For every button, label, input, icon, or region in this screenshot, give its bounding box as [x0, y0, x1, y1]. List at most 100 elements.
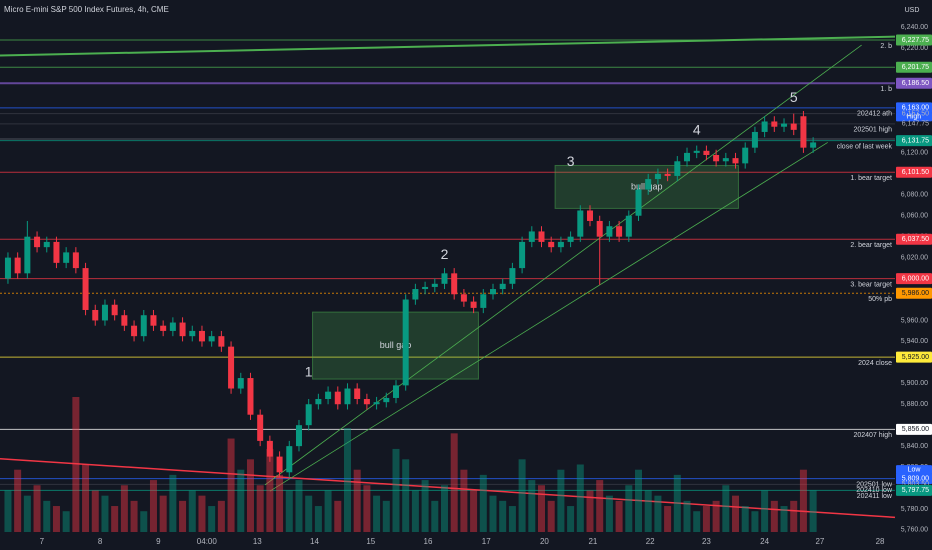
candle-body: [693, 150, 700, 153]
volume-bar: [179, 500, 187, 532]
wave-label: 2: [441, 246, 449, 262]
volume-bar: [722, 485, 730, 532]
price-badge-label: 5,803.50: [902, 481, 929, 488]
level-text: 3. bear target: [850, 281, 892, 288]
candle-body: [121, 315, 128, 326]
price-badge: [896, 166, 932, 178]
volume-bar: [673, 474, 681, 532]
level-text: 50% pb: [868, 296, 892, 303]
candle-body: [315, 399, 322, 405]
volume-bar: [489, 495, 497, 532]
candle-body: [4, 257, 11, 279]
volume-bar: [373, 495, 381, 532]
y-tick-label: 6,220.00: [901, 45, 928, 52]
candle-body: [431, 283, 438, 287]
candle-body: [751, 131, 758, 148]
volume-bar: [120, 485, 128, 532]
volume-bar: [702, 506, 710, 532]
level-text: 202407 high: [853, 432, 892, 439]
x-tick-label: 14: [310, 537, 319, 546]
x-tick-label: 15: [366, 537, 375, 546]
volume-bar: [528, 480, 536, 532]
volume-bar: [343, 428, 351, 532]
candle-body: [499, 283, 506, 290]
volume-bar: [567, 506, 575, 532]
volume-bar: [4, 490, 12, 532]
volume-bar: [91, 490, 99, 532]
volume-bar: [751, 511, 759, 532]
candle-body: [587, 210, 594, 221]
candle-body: [14, 257, 21, 274]
candle-body: [237, 378, 244, 389]
candle-body: [63, 252, 70, 263]
volume-bar: [33, 485, 41, 532]
y-tick-label: 5,760.00: [901, 527, 928, 534]
price-badge: [896, 287, 932, 299]
volume-bar: [52, 506, 60, 532]
volume-bar: [547, 500, 555, 532]
x-tick-label: 28: [876, 537, 885, 546]
y-tick-label: 5,880.00: [901, 401, 928, 408]
wave-label: 1: [305, 364, 313, 380]
price-badge: [896, 77, 932, 89]
volume-bar: [518, 459, 526, 532]
candle-body: [596, 220, 603, 237]
candle-body: [703, 150, 710, 155]
trendline: [269, 142, 828, 492]
price-badge-label: 6,131.75: [902, 137, 929, 144]
price-badge: [896, 102, 932, 114]
volume-bar: [43, 500, 51, 532]
volume-bar: [450, 433, 458, 532]
y-tick-label: 6,120.00: [901, 150, 928, 157]
y-tick-label: 5,960.00: [901, 317, 928, 324]
candle-body: [247, 378, 254, 415]
volume-bar: [101, 495, 109, 532]
volume-bar: [237, 469, 245, 532]
level-text: 2024 close: [858, 360, 892, 367]
candle-body: [460, 294, 467, 302]
candle-body: [732, 158, 739, 164]
price-badge-label: 6,201.75: [902, 64, 929, 71]
volume-bar: [732, 495, 740, 532]
candle-body: [228, 346, 235, 389]
price-badge-label: 6,227.75: [902, 37, 929, 44]
volume-bar: [217, 500, 225, 532]
candle-body: [72, 252, 79, 269]
x-tick-label: 23: [702, 537, 711, 546]
volume-bar: [130, 500, 138, 532]
candle-body: [664, 173, 671, 176]
candle-body: [82, 268, 89, 310]
volume-bar: [392, 448, 400, 532]
volume-bar: [314, 506, 322, 532]
price-badge: [896, 34, 932, 46]
level-text: 202501 low: [856, 481, 893, 488]
gap-label: bull gap: [380, 340, 412, 350]
level-text: 202411 low: [857, 493, 893, 500]
trendline: [0, 35, 896, 57]
price-badge-label: 5,809.00: [902, 475, 929, 482]
candle-body: [383, 397, 390, 403]
price-badge: [896, 233, 932, 245]
currency: USD: [905, 7, 920, 14]
volume-bar: [799, 469, 807, 532]
volume-bar: [140, 511, 148, 532]
volume-bar: [576, 464, 584, 532]
candle-body: [790, 123, 797, 130]
candle-body: [34, 236, 41, 248]
price-badge-label: 5,797.75: [902, 487, 929, 494]
volume-bar: [635, 469, 643, 532]
candle-body: [616, 226, 623, 237]
candle-body: [761, 121, 768, 132]
volume-bar: [266, 448, 274, 532]
candle-body: [451, 273, 458, 295]
candle-body: [325, 391, 332, 399]
candle-body: [742, 147, 749, 164]
volume-bar: [644, 490, 652, 532]
level-text: 2. bear target: [850, 242, 892, 249]
volume-bar: [780, 506, 788, 532]
volume-bar: [305, 495, 313, 532]
price-badge: [896, 351, 932, 363]
candle-body: [713, 154, 720, 162]
x-tick-label: 8: [98, 537, 103, 546]
candle-body: [198, 330, 205, 342]
